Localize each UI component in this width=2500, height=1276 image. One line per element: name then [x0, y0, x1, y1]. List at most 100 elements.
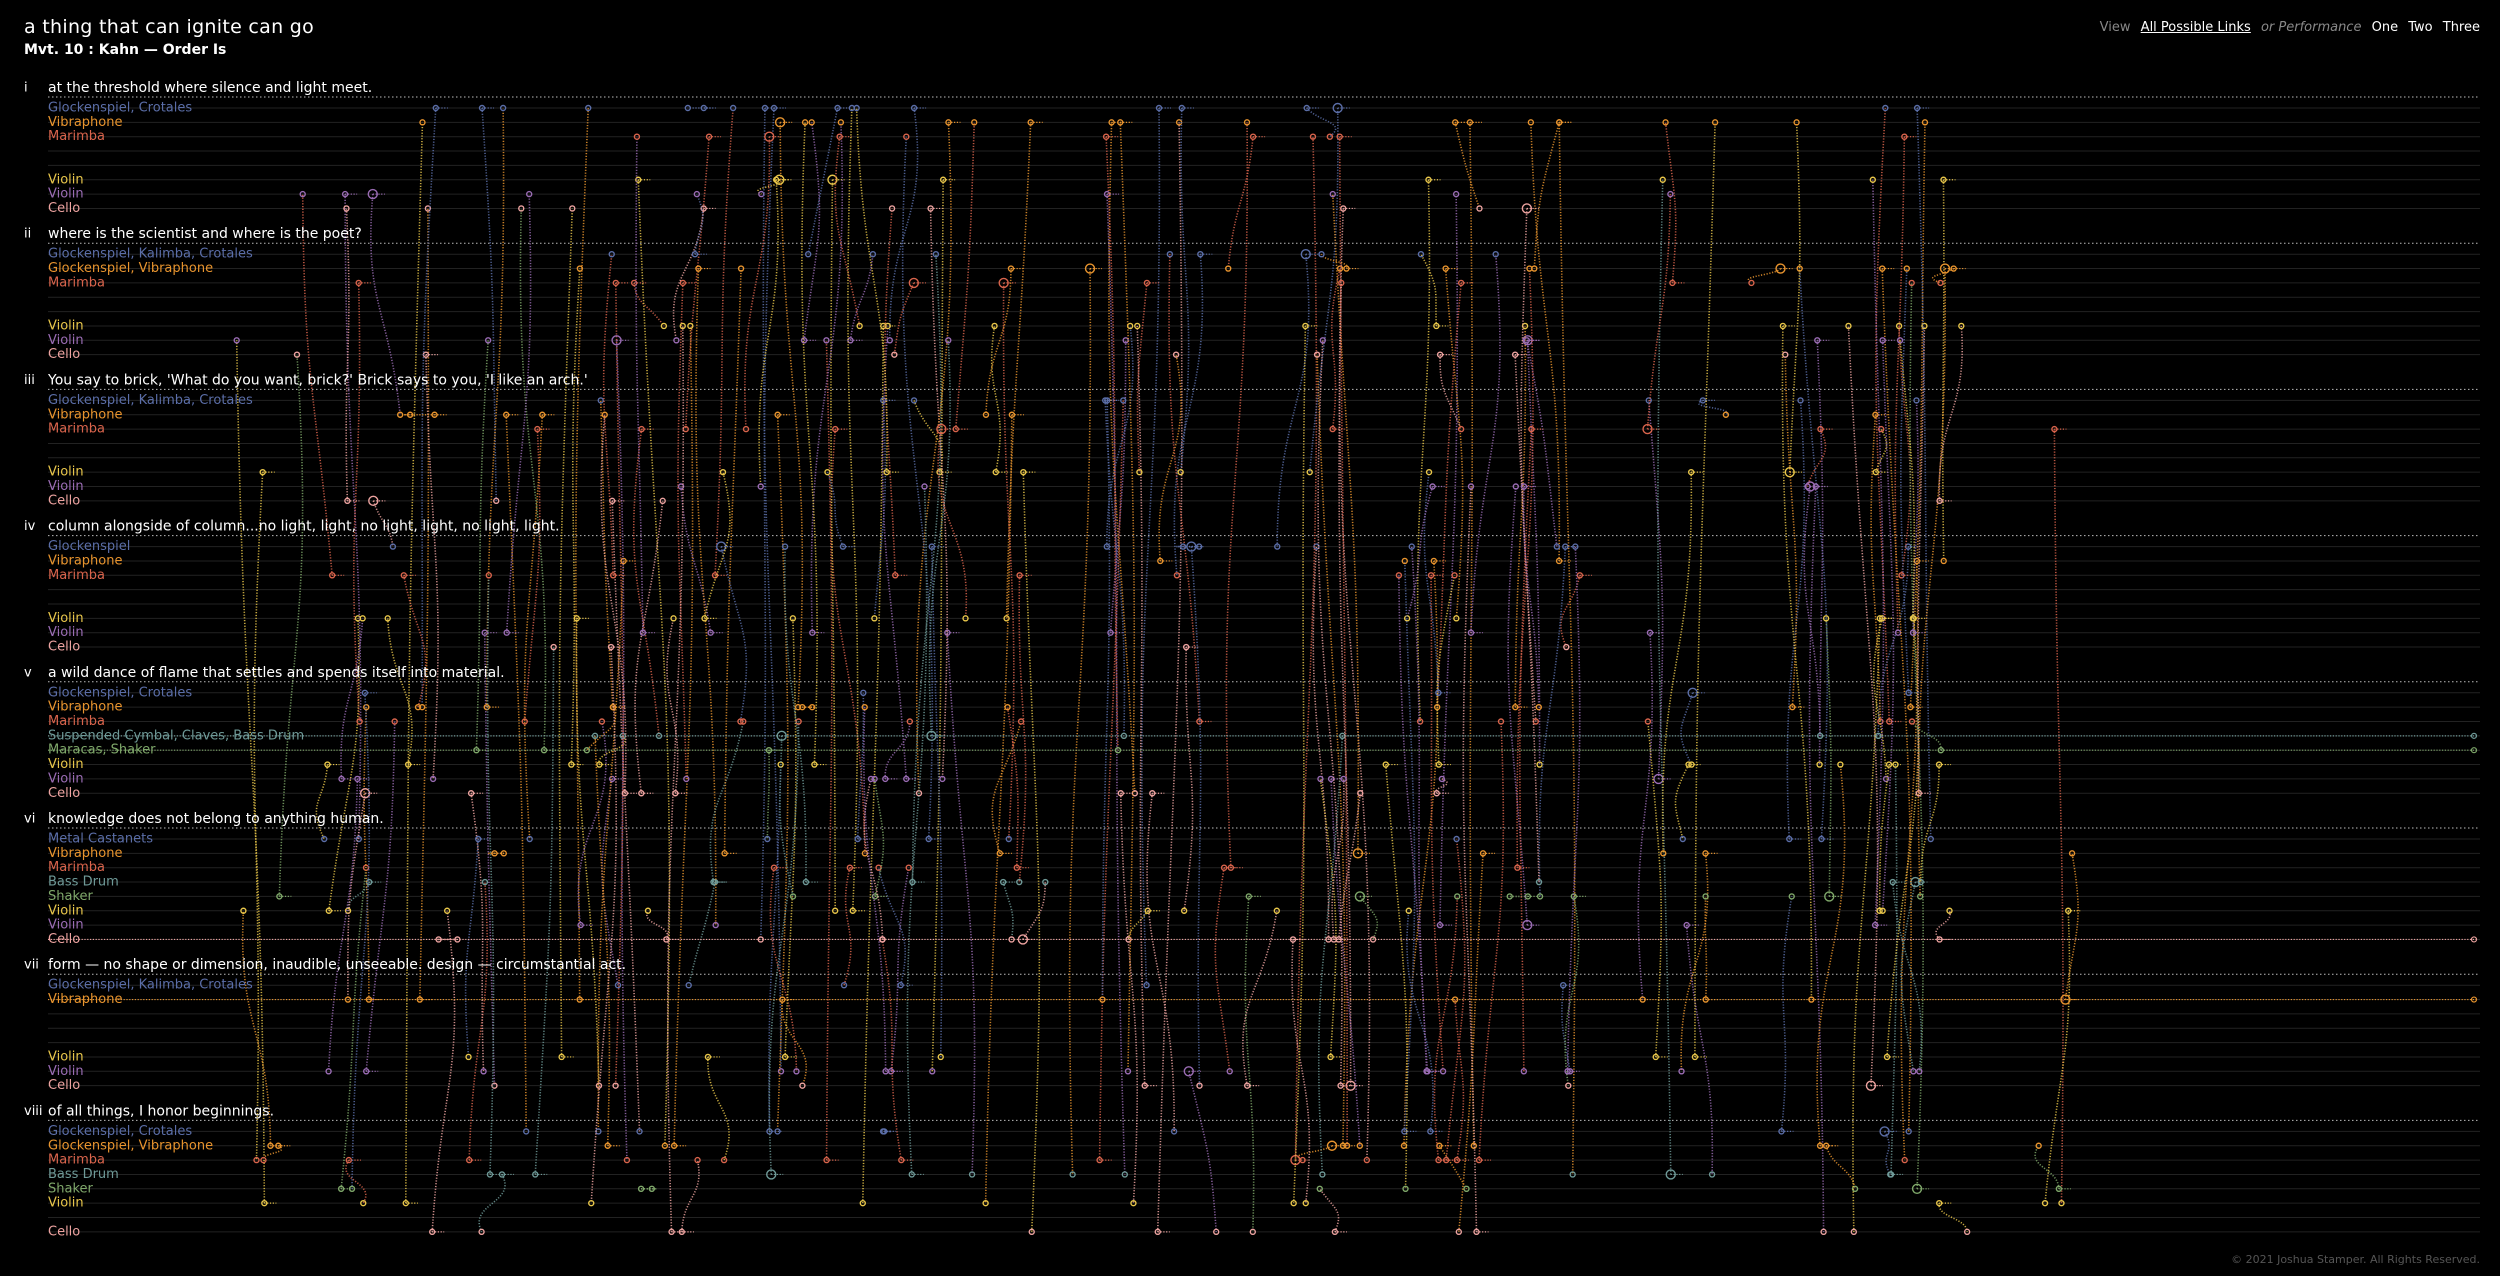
link-curve: [1406, 486, 1434, 619]
performance-link[interactable]: Three: [2442, 20, 2480, 35]
link-node: [1400, 1142, 1408, 1149]
link-curve: [677, 282, 688, 779]
link-node: [328, 572, 336, 579]
link-node: [1425, 176, 1432, 183]
link-node: [1457, 425, 1465, 433]
performance-link[interactable]: Two: [2408, 20, 2433, 35]
link-node: [1562, 543, 1569, 550]
link-node: [1473, 1228, 1480, 1236]
link-node: [685, 982, 692, 989]
link-node: [1017, 934, 1029, 945]
link-node: [1016, 878, 1023, 886]
link-node: [1566, 1068, 1574, 1075]
link-curve: [1825, 1145, 1856, 1189]
link-node: [867, 775, 875, 783]
link-node: [1563, 643, 1570, 651]
link-curve: [425, 354, 439, 779]
link-node: [344, 497, 351, 505]
link-node: [1382, 761, 1389, 768]
link-node: [1466, 119, 1474, 126]
link-node: [1913, 397, 1920, 404]
view-label: View: [2099, 20, 2131, 35]
link-node: [758, 190, 765, 198]
link-curve: [633, 282, 665, 327]
link-curve: [1022, 882, 1047, 940]
link-curve: [1462, 486, 1478, 1232]
link-curve: [1436, 575, 1456, 765]
link-node: [1179, 543, 1187, 550]
link-node: [1958, 322, 1965, 330]
link-node: [1329, 425, 1336, 433]
link-curve: [1319, 1188, 1340, 1233]
link-node: [882, 775, 889, 783]
link-curve: [577, 721, 607, 926]
link-curve: [873, 400, 887, 619]
link-node: [568, 761, 575, 768]
link-node: [1143, 982, 1150, 989]
link-node: [1117, 790, 1124, 797]
instrument-label: Shaker: [48, 1181, 94, 1196]
link-node: [1455, 1228, 1463, 1236]
link-curve: [353, 282, 361, 722]
all-links[interactable]: All Possible Links: [2140, 20, 2251, 35]
instrument-label: Violin: [48, 771, 84, 786]
link-curve: [807, 107, 839, 255]
link-node: [1921, 119, 1929, 126]
link-curve: [1900, 560, 1919, 1161]
link-node: [1678, 1068, 1685, 1075]
link-node: [799, 703, 806, 711]
link-curve: [1319, 778, 1337, 1057]
performance-link[interactable]: One: [2371, 20, 2399, 35]
link-node: [1433, 790, 1440, 797]
link-node: [707, 629, 714, 636]
link-curve: [597, 560, 625, 1132]
link-node: [321, 835, 328, 843]
link-node: [1157, 557, 1164, 565]
link-node: [871, 893, 879, 900]
link-curve: [421, 107, 437, 708]
link-node: [1555, 557, 1563, 565]
link-node: [1309, 133, 1317, 140]
link-node: [701, 615, 708, 622]
link-curve: [262, 1145, 283, 1161]
link-curve: [687, 881, 716, 986]
link-node: [719, 468, 727, 476]
link-node: [539, 411, 546, 418]
link-node: [982, 411, 990, 418]
link-node: [367, 188, 378, 200]
link-curve: [1416, 179, 1431, 722]
link-curve: [634, 500, 664, 794]
link-node: [1273, 907, 1281, 914]
link-node: [1340, 205, 1347, 212]
link-node: [344, 907, 352, 914]
link-node: [1808, 996, 1815, 1003]
link-curve: [1781, 325, 1813, 1000]
instrument-label: Vibraphone: [48, 115, 122, 130]
link-curve: [990, 325, 1001, 473]
link-node: [633, 133, 641, 140]
link-node: [1665, 1169, 1676, 1180]
link-node: [1084, 263, 1096, 274]
link-curve: [1847, 325, 1879, 1086]
instrument-label: Cello: [48, 786, 80, 801]
link-node: [1748, 279, 1755, 287]
link-node: [996, 850, 1003, 857]
link-node: [793, 1068, 800, 1075]
link-node: [1882, 775, 1890, 783]
instrument-label: Cello: [48, 347, 80, 362]
link-curve: [1852, 618, 1881, 1232]
link-node: [860, 689, 867, 696]
link-node: [839, 543, 847, 550]
link-node: [1521, 322, 1529, 330]
instrument-label: Marimba: [48, 714, 105, 729]
link-node: [840, 982, 848, 989]
link-node: [853, 104, 860, 112]
link-node: [1435, 1156, 1442, 1164]
link-node: [982, 1199, 989, 1207]
link-node: [1451, 119, 1459, 126]
link-node: [1405, 907, 1412, 914]
link-node: [1824, 891, 1835, 902]
link-node: [898, 1156, 905, 1164]
or-label: or Performance: [2260, 20, 2362, 35]
link-node: [1559, 982, 1567, 989]
